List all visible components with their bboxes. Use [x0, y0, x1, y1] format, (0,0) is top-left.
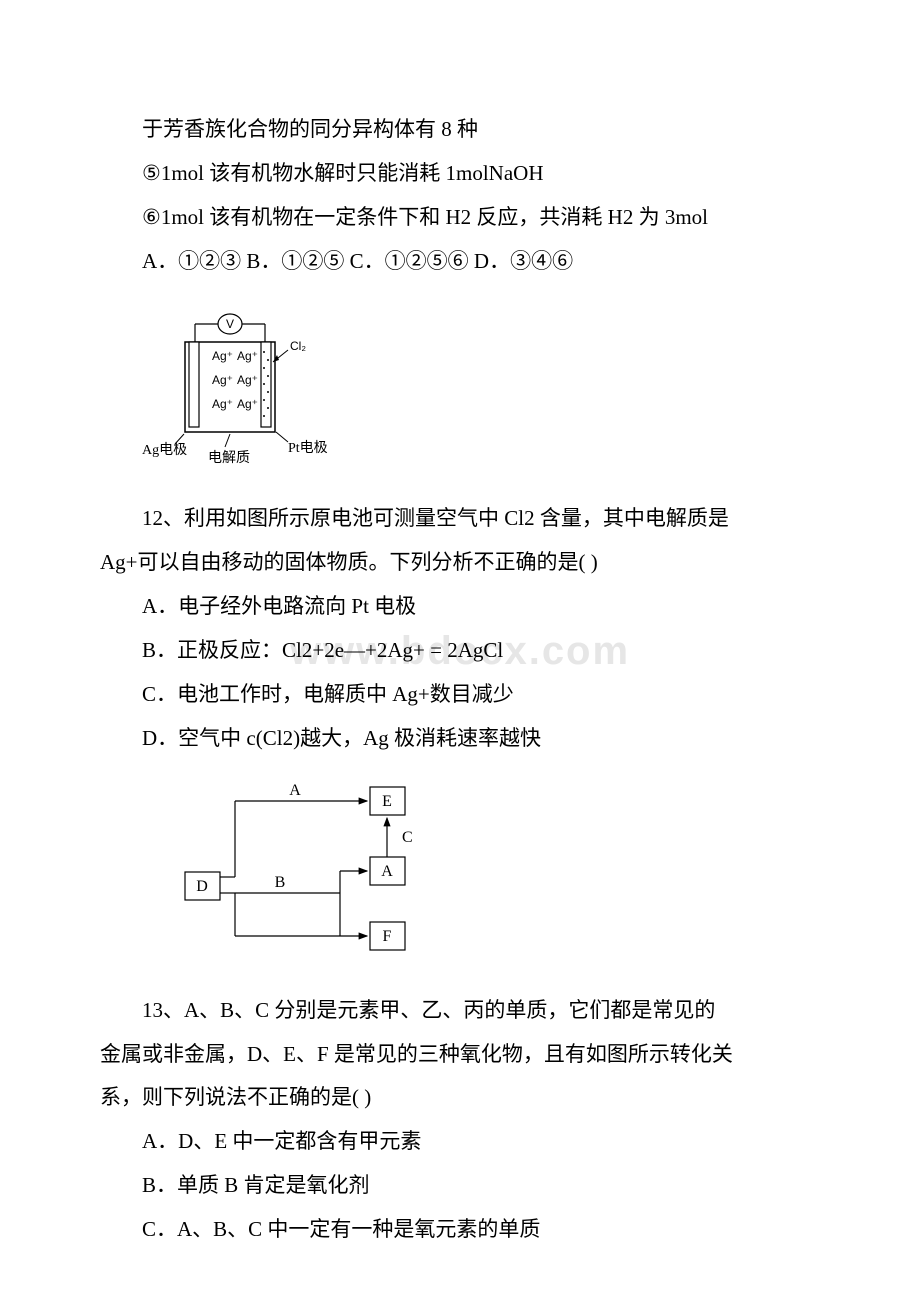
- pt-electrode-label: Pt电极: [288, 440, 328, 456]
- q12-option-a: A．电子经外电路流向 Pt 电极: [100, 587, 820, 627]
- context-line-3: ⑥1mol 该有机物在一定条件下和 H2 反应，共消耗 H2 为 3mol: [100, 198, 820, 238]
- q13-option-b: B．单质 B 肯定是氧化剂: [100, 1166, 820, 1206]
- q13-option-c: C．A、B、C 中一定有一种是氧元素的单质: [100, 1210, 820, 1250]
- box-d: D: [196, 878, 208, 895]
- label-a: A: [289, 782, 301, 799]
- ag-electrode-label: Ag电极: [142, 442, 187, 458]
- label-b: B: [275, 874, 286, 891]
- box-a: A: [381, 863, 393, 880]
- q13-stem-line1: 13、A、B、C 分别是元素甲、乙、丙的单质，它们都是常见的: [100, 991, 820, 1031]
- voltmeter-label: V: [226, 317, 234, 331]
- box-e: E: [382, 793, 392, 810]
- ion-label-3: Ag⁺: [212, 373, 233, 387]
- q12-stem-line1: 12、利用如图所示原电池可测量空气中 Cl2 含量，其中电解质是: [100, 499, 820, 539]
- q12-stem-line2: Ag+可以自由移动的固体物质。下列分析不正确的是( ): [100, 543, 820, 583]
- ion-label-5: Ag⁺: [212, 397, 233, 411]
- ion-label-4: Ag⁺: [237, 373, 258, 387]
- context-line-1: 于芳香族化合物的同分异构体有 8 种: [100, 110, 820, 150]
- ion-label-2: Ag⁺: [237, 349, 258, 363]
- q12-option-b: B．正极反应：Cl2+2e—+2Ag+ = 2AgCl: [100, 631, 820, 671]
- q12-option-c: C．电池工作时，电解质中 Ag+数目减少: [100, 675, 820, 715]
- electrolyte-label: 电解质: [208, 450, 250, 466]
- label-c: C: [402, 829, 413, 846]
- conversion-flowchart: D E A F A B C: [180, 777, 820, 971]
- ion-label-6: Ag⁺: [237, 397, 258, 411]
- q13-option-a: A．D、E 中一定都含有甲元素: [100, 1122, 820, 1162]
- cl2-label: Cl₂: [290, 339, 306, 353]
- electrochemical-cell-diagram: V Ag⁺ Ag⁺ Ag⁺ Ag⁺ Ag⁺ Ag⁺ Cl₂ Ag电: [140, 312, 820, 486]
- q13-stem-line3: 系，则下列说法不正确的是( ): [100, 1078, 820, 1118]
- q11-options: A．①②③ B．①②⑤ C．①②⑤⑥ D．③④⑥: [100, 242, 820, 282]
- q12-option-d: D．空气中 c(Cl2)越大，Ag 极消耗速率越快: [100, 719, 820, 759]
- box-f: F: [383, 928, 392, 945]
- ion-label-1: Ag⁺: [212, 349, 233, 363]
- q13-stem-line2: 金属或非金属，D、E、F 是常见的三种氧化物，且有如图所示转化关: [100, 1035, 820, 1075]
- context-line-2: ⑤1mol 该有机物水解时只能消耗 1molNaOH: [100, 154, 820, 194]
